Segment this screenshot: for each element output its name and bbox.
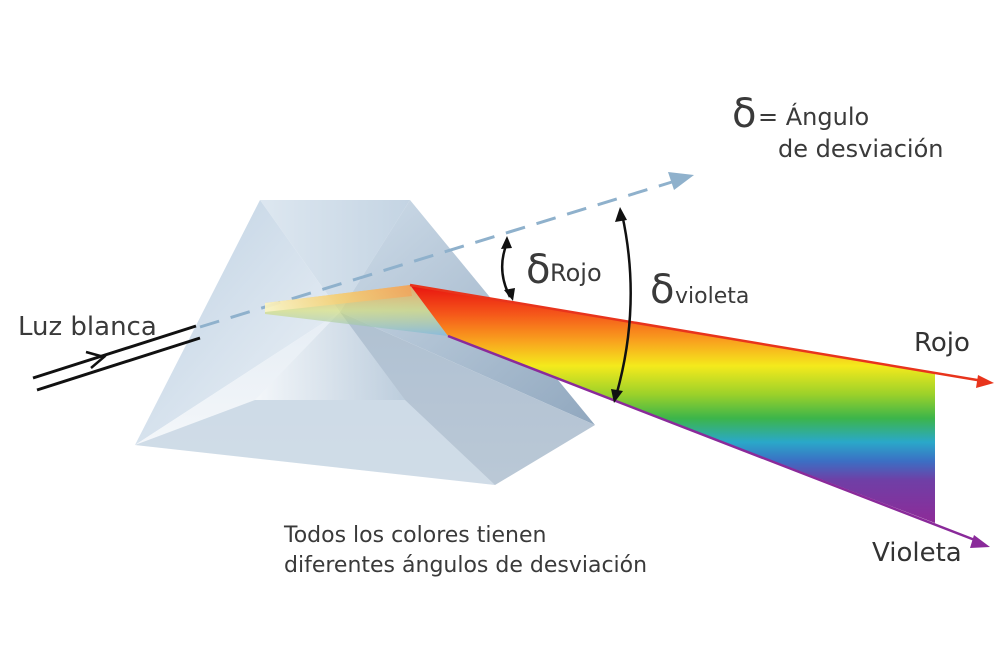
- red-ray-label: Rojo: [914, 328, 970, 358]
- violet-ray: [447, 334, 990, 548]
- red-ray: [409, 283, 994, 388]
- arc-red-top-arrow-icon: [501, 236, 512, 249]
- prism-front-face: [255, 312, 405, 400]
- red-arrowhead-icon: [976, 375, 994, 388]
- white-light-ray: [32, 324, 201, 392]
- delta-red-symbol: δ: [526, 247, 550, 293]
- light-inside-prism: [265, 285, 448, 336]
- arc-red-bottom-arrow-icon: [504, 288, 515, 301]
- spectrum-fan: [410, 285, 935, 523]
- caption-line1: Todos los colores tienen: [283, 523, 546, 548]
- delta-violet-symbol: δ: [650, 267, 674, 313]
- delta-definition-line2: de desviación: [778, 135, 943, 163]
- arrowhead-icon: [85, 350, 107, 369]
- arc-violet-bottom-arrow-icon: [611, 389, 623, 403]
- prism-left-face: [135, 200, 340, 445]
- angle-arc-violet: [611, 207, 632, 403]
- spectrum-beam: [410, 285, 935, 523]
- delta-symbol: δ: [732, 91, 756, 137]
- caption-line2: diferentes ángulos de desviación: [284, 553, 647, 578]
- delta-violet-subscript: violeta: [675, 284, 749, 309]
- prism-back-face: [260, 200, 410, 312]
- dashed-arrowhead-icon: [668, 172, 694, 190]
- prism-dark-edge: [340, 312, 595, 485]
- white-light-label: Luz blanca: [18, 312, 157, 342]
- angle-arc-red: [501, 236, 515, 301]
- violet-ray-label: Violeta: [872, 538, 962, 568]
- arc-violet-top-arrow-icon: [615, 207, 627, 222]
- violet-arrowhead-icon: [970, 535, 990, 548]
- delta-red-subscript: Rojo: [550, 259, 602, 287]
- delta-definition-line1: = Ángulo: [758, 102, 869, 131]
- prism-base-shadow: [135, 400, 495, 485]
